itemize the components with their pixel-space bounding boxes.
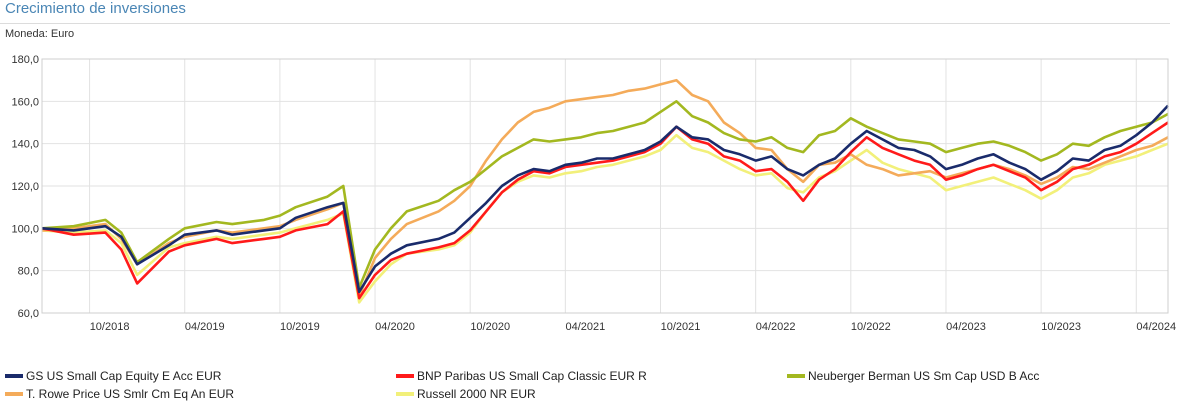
- y-tick-label: 140,0: [11, 139, 39, 151]
- x-tick-label: 10/2019: [280, 321, 320, 333]
- plot-frame: [41, 58, 1169, 314]
- legend-swatch-trowe: [5, 391, 23, 396]
- x-tick-label: 04/2023: [946, 321, 986, 333]
- legend-item-trowe[interactable]: T. Rowe Price US Smlr Cm Eq An EUR: [5, 387, 234, 401]
- y-tick-label: 100,0: [11, 223, 39, 235]
- x-tick-label: 04/2021: [565, 321, 605, 333]
- title-divider: [0, 23, 1170, 24]
- series-line-3: [41, 78, 1169, 298]
- series-line-2: [41, 100, 1169, 289]
- legend-swatch-bnp: [396, 373, 414, 378]
- legend-swatch-russell: [396, 391, 414, 396]
- page-title: Crecimiento de inversiones: [5, 0, 186, 17]
- legend-item-russell[interactable]: Russell 2000 NR EUR: [396, 387, 536, 401]
- currency-label: Moneda: Euro: [5, 28, 75, 40]
- x-tick-label: 10/2022: [851, 321, 891, 333]
- legend-item-bnp[interactable]: BNP Paribas US Small Cap Classic EUR R: [396, 369, 647, 383]
- x-tick-label: 10/2023: [1041, 321, 1081, 333]
- legend-item-gs[interactable]: GS US Small Cap Equity E Acc EUR: [5, 369, 221, 383]
- series-line-4: [41, 133, 1169, 304]
- y-axis: 60,0 80,0 100,0 120,0 140,0 160,0 180,0: [11, 54, 39, 320]
- series-line-0: [41, 104, 1169, 294]
- legend-label-nb: Neuberger Berman US Sm Cap USD B Acc: [808, 369, 1040, 383]
- x-tick-label: 04/2020: [375, 321, 415, 333]
- legend-label-bnp: BNP Paribas US Small Cap Classic EUR R: [417, 369, 647, 383]
- x-tick-label: 10/2018: [90, 321, 130, 333]
- x-axis: 10/2018 04/2019 10/2019 04/2020 10/2020 04/20…: [90, 321, 1176, 333]
- y-tick-label: 120,0: [11, 181, 39, 193]
- y-tick-label: 60,0: [18, 308, 39, 320]
- legend-label-russell: Russell 2000 NR EUR: [417, 387, 536, 401]
- legend-item-nb[interactable]: Neuberger Berman US Sm Cap USD B Acc: [787, 369, 1039, 383]
- y-tick-label: 180,0: [11, 54, 39, 66]
- y-tick-label: 160,0: [11, 96, 39, 108]
- legend-label-gs: GS US Small Cap Equity E Acc EUR: [26, 369, 222, 383]
- y-tick-label: 80,0: [18, 266, 39, 278]
- x-tick-label: 10/2021: [661, 321, 701, 333]
- x-tick-label: 04/2022: [756, 321, 796, 333]
- x-tick-label: 10/2020: [470, 321, 510, 333]
- legend-label-trowe: T. Rowe Price US Smlr Cm Eq An EUR: [26, 387, 235, 401]
- legend-swatch-gs: [5, 373, 23, 378]
- x-tick-label: 04/2019: [185, 321, 225, 333]
- series-lines: [41, 78, 1169, 304]
- series-line-1: [41, 121, 1169, 300]
- legend-swatch-nb: [787, 373, 805, 378]
- x-tick-label: 04/2024: [1136, 321, 1176, 333]
